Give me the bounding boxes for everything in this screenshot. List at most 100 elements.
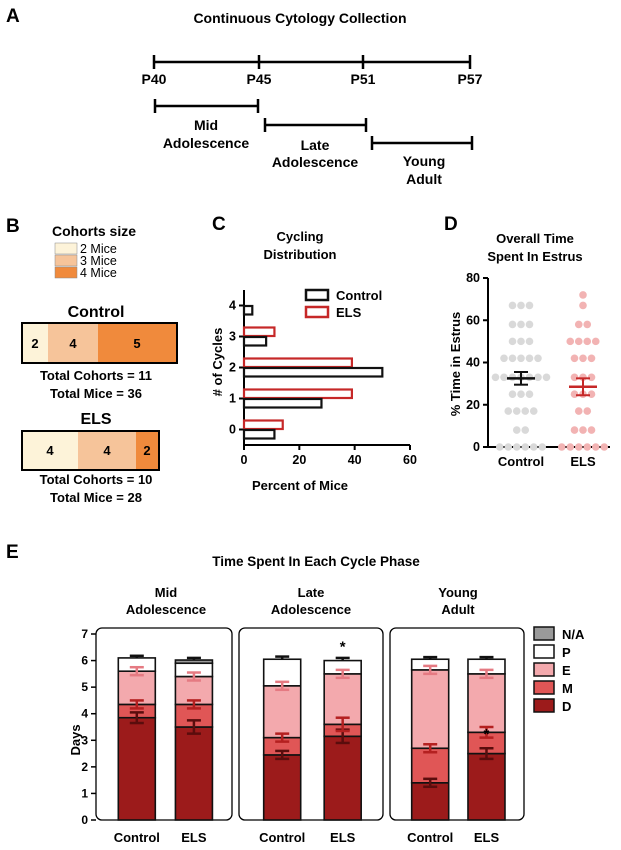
control-bar — [242, 335, 268, 347]
control-point — [500, 354, 508, 363]
chart-e-y-tick-label: 5 — [81, 680, 88, 694]
chart-e: 0 1 2 3 4 5 6 7 Mid Adolescence Control ELS Late Adol… — [81, 585, 525, 845]
chart-d-y-tick-label: 0 — [473, 440, 480, 454]
control-seg-3 — [98, 323, 177, 363]
els-seg-3-value: 2 — [143, 443, 150, 458]
subpanel-title-line2: Adult — [441, 602, 475, 617]
control-point — [538, 443, 547, 451]
chart-c-x-tick-label: 60 — [403, 453, 417, 467]
control-seg-3-value: 5 — [133, 336, 140, 351]
control-point — [525, 390, 534, 398]
els-point — [557, 443, 566, 451]
chart-e-x-tick-label: Control — [259, 830, 305, 845]
els-point — [587, 354, 596, 363]
control-point — [512, 426, 521, 434]
period-late-line2: Adolescence — [272, 154, 359, 170]
chart-d-x-tick-label: ELS — [570, 454, 596, 469]
chart-d: 0 20 40 60 80 Control ELS — [466, 271, 610, 469]
els-point — [591, 443, 600, 451]
stack-segment-d — [262, 754, 302, 821]
control-point — [517, 354, 525, 363]
chart-c-title-1: Cycling — [277, 229, 324, 244]
control-point — [525, 320, 534, 329]
tick-p57: P57 — [458, 71, 483, 87]
chart-c-ylabel: # of Cycles — [210, 328, 225, 397]
subpanel-title-line2: Adolescence — [126, 602, 206, 617]
chart-c-y-tick-label: 2 — [229, 361, 236, 375]
panel-label-e: E — [6, 542, 19, 563]
timeline-title: Continuous Cytology Collection — [193, 10, 406, 26]
chart-c-x-tick-label: 20 — [292, 453, 306, 467]
chart-e-title: Time Spent In Each Cycle Phase — [212, 554, 420, 569]
control-point — [495, 443, 504, 451]
legend-phase-swatch — [533, 698, 555, 713]
els-cohort-title: ELS — [80, 411, 111, 428]
els-point — [583, 407, 592, 415]
panel-label-d: D — [444, 214, 458, 235]
control-point — [521, 426, 530, 434]
control-bar — [242, 397, 323, 409]
tick-p45: P45 — [247, 71, 272, 87]
control-point — [512, 407, 521, 415]
legend-phase-swatch — [533, 680, 555, 695]
period-late-line1: Late — [301, 137, 330, 153]
control-bar — [242, 366, 384, 378]
control-point — [525, 301, 534, 310]
els-point — [587, 373, 596, 382]
subpanel-title-line1: Late — [298, 585, 325, 600]
legend-phase-label: N/A — [562, 627, 585, 642]
control-point — [525, 337, 534, 346]
subpanel-title-line1: Mid — [155, 585, 177, 600]
cohorts-legend: 2 Mice 3 Mice 4 Mice — [54, 242, 117, 280]
els-point — [574, 320, 583, 329]
panel-label-a: A — [6, 6, 20, 27]
control-point — [508, 337, 517, 346]
els-point — [570, 426, 579, 434]
significance-star: * — [340, 638, 346, 655]
control-point — [504, 407, 513, 415]
chart-c-title-2: Distribution — [264, 247, 337, 262]
stack-segment-d — [174, 726, 214, 821]
legend-label-2: 2 Mice — [80, 242, 117, 256]
stack-segment-na — [174, 659, 214, 665]
period-young-line2: Adult — [406, 171, 442, 187]
chart-c-legend: Control ELS — [304, 288, 382, 320]
chart-c-xlabel: Percent of Mice — [252, 478, 348, 493]
control-cohort-title: Control — [68, 304, 125, 321]
control-cohort-bar — [21, 322, 178, 364]
chart-d-ylabel: % Time in Estrus — [448, 312, 463, 417]
control-point — [508, 301, 517, 310]
control-seg-1-value: 2 — [31, 336, 38, 351]
els-bar — [242, 357, 354, 369]
subpanel-title-line2: Adolescence — [271, 602, 351, 617]
period-mid-line1: Mid — [194, 117, 218, 133]
chart-c-x-tick-label: 0 — [241, 453, 248, 467]
legend-els-label: ELS — [336, 305, 362, 320]
control-point — [517, 337, 525, 346]
els-point — [566, 337, 575, 346]
legend-swatch-4 — [54, 266, 78, 279]
chart-c-x-tick-label: 40 — [348, 453, 362, 467]
control-point — [534, 354, 542, 363]
chart-e-y-tick-label: 4 — [81, 707, 88, 721]
chart-d-x-tick-label: Control — [498, 454, 544, 469]
control-point — [542, 373, 551, 382]
subpanel-frame — [389, 627, 525, 821]
els-point — [579, 291, 587, 299]
chart-c-y-tick-label: 0 — [229, 423, 236, 437]
stack-segment-d — [467, 752, 506, 821]
els-point — [579, 354, 587, 363]
els-point — [579, 301, 587, 310]
control-seg-2-value: 4 — [69, 336, 77, 351]
legend-phase-swatch — [533, 644, 555, 659]
panel-label-b: B — [6, 216, 20, 237]
els-point — [570, 373, 579, 382]
chart-d-y-tick-label: 60 — [466, 313, 480, 327]
chart-e-y-tick-label: 1 — [81, 786, 88, 800]
chart-e-x-tick-label: ELS — [181, 830, 207, 845]
control-point — [508, 320, 517, 329]
chart-e-y-tick-label: 7 — [81, 627, 88, 641]
subpanel-frame — [238, 627, 384, 821]
